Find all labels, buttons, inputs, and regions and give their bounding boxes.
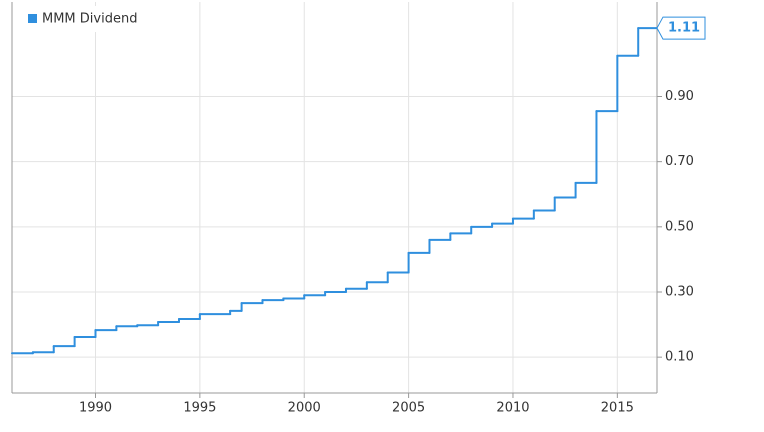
x-tick-label: 2010	[496, 401, 529, 416]
y-tick-label: 0.90	[665, 89, 694, 104]
legend: MMM Dividend	[18, 6, 160, 32]
y-tick-label: 0.30	[665, 284, 694, 299]
y-tick-label: 0.10	[665, 350, 694, 365]
legend-swatch	[28, 14, 37, 23]
end-label: 1.11	[668, 21, 700, 36]
x-tick-label: 2015	[601, 401, 634, 416]
y-tick-label: 0.70	[665, 154, 694, 169]
x-tick-label: 2005	[392, 401, 425, 416]
legend-box	[18, 6, 160, 32]
x-tick-label: 2000	[288, 401, 321, 416]
x-tick-label: 1995	[183, 401, 216, 416]
legend-label: MMM Dividend	[42, 12, 137, 27]
end-label-box	[656, 16, 706, 40]
plot-background	[12, 2, 657, 393]
y-tick-label: 0.50	[665, 219, 694, 234]
x-tick-label: 1990	[79, 401, 112, 416]
